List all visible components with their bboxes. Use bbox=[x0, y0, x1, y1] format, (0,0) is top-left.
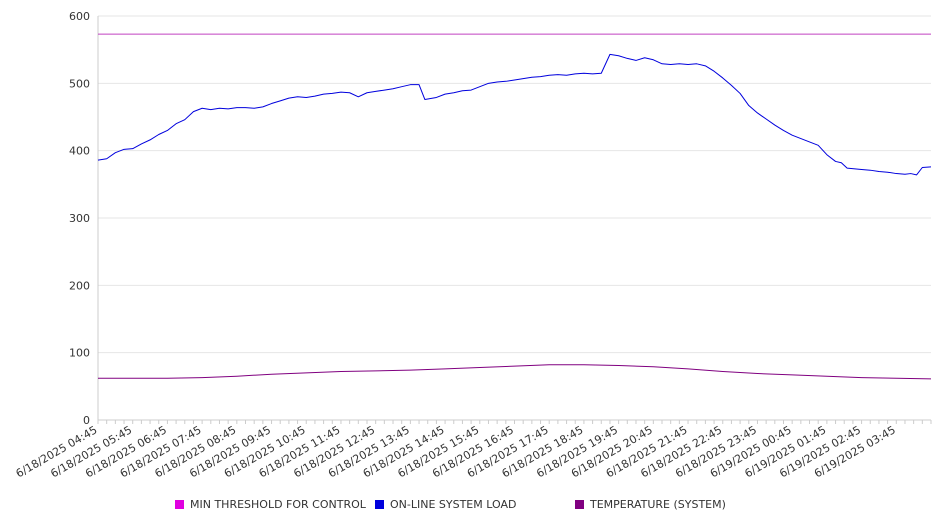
grid-lines bbox=[98, 15, 931, 421]
y-tick-label: 500 bbox=[69, 77, 90, 90]
legend-label-temperature: TEMPERATURE (SYSTEM) bbox=[590, 498, 726, 511]
series-lines bbox=[97, 33, 932, 380]
y-tick-label: 0 bbox=[83, 414, 90, 427]
y-axis: 0 100 200 300 400 500 600 bbox=[69, 10, 99, 427]
y-tick-label: 600 bbox=[69, 10, 90, 23]
legend-label-system-load: ON-LINE SYSTEM LOAD bbox=[390, 498, 517, 511]
legend-swatch-min-threshold bbox=[175, 500, 184, 509]
y-tick-label: 200 bbox=[69, 279, 90, 292]
legend-item-min-threshold: MIN THRESHOLD FOR CONTROL bbox=[175, 498, 366, 512]
x-axis: 6/18/2025 04:456/18/2025 05:456/18/2025 … bbox=[14, 419, 932, 480]
legend-label-min-threshold: MIN THRESHOLD FOR CONTROL bbox=[190, 498, 366, 511]
legend-swatch-system-load bbox=[375, 500, 384, 509]
system-load-line bbox=[97, 53, 932, 176]
y-tick-label: 300 bbox=[69, 212, 90, 225]
legend-item-system-load: ON-LINE SYSTEM LOAD bbox=[375, 498, 516, 512]
y-tick-label: 400 bbox=[69, 145, 90, 158]
legend-item-temperature: TEMPERATURE (SYSTEM) bbox=[575, 498, 726, 512]
legend-swatch-temperature bbox=[575, 500, 584, 509]
temperature-line bbox=[98, 364, 932, 380]
y-tick-label: 100 bbox=[69, 347, 90, 360]
